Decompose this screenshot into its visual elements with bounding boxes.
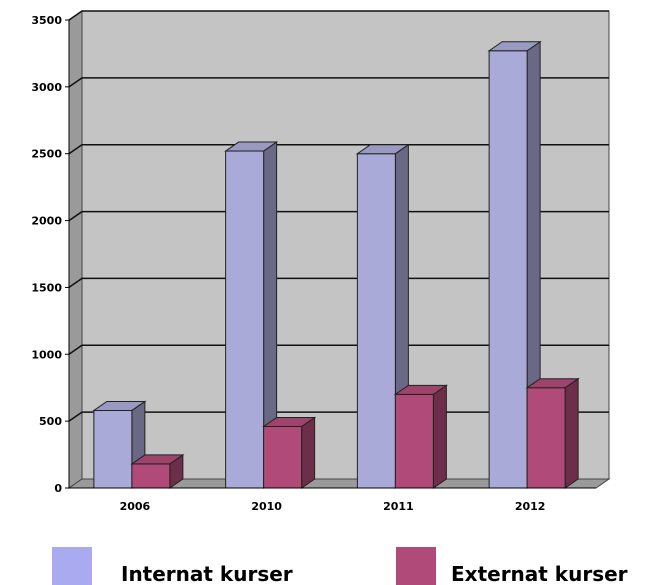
bar-top	[224, 141, 279, 152]
bar-front	[526, 387, 566, 489]
y-tick-label: 3000	[31, 81, 62, 94]
y-tick-label: 3500	[31, 14, 62, 27]
bar	[224, 141, 279, 489]
y-tick-label: 2000	[31, 215, 62, 228]
bar-side	[564, 377, 579, 489]
x-tick-label: 2006	[120, 500, 151, 513]
y-tick-label: 0	[54, 482, 62, 495]
bar-front	[131, 463, 171, 489]
bar-top	[130, 454, 185, 465]
gridline	[68, 344, 609, 355]
bar-front	[356, 153, 396, 489]
bar	[525, 377, 580, 489]
x-tick-label: 2012	[515, 500, 546, 513]
bars	[92, 40, 580, 489]
gridlines	[68, 10, 609, 422]
gridline	[68, 77, 609, 88]
bar-front	[93, 409, 133, 489]
bar	[130, 453, 185, 489]
y-tick-label: 2500	[31, 148, 62, 161]
gridline	[68, 210, 609, 222]
bar-side	[301, 416, 316, 489]
gridline	[68, 277, 609, 289]
bar-top	[92, 400, 147, 411]
x-tick-label: 2011	[383, 500, 414, 513]
legend-label-externat: Externat kurser	[451, 562, 628, 585]
y-axis: 0 500 1000 1500 2000 2500 3000 3500	[31, 14, 70, 495]
bar-front	[488, 50, 528, 489]
legend: Internat kurser Externat kurser	[52, 547, 628, 585]
bar-front	[263, 425, 303, 489]
legend-label-internat: Internat kurser	[121, 562, 293, 585]
bar	[262, 416, 317, 489]
bar-top	[262, 416, 317, 427]
x-tick-label: 2010	[251, 500, 282, 513]
bar-side	[432, 384, 447, 489]
legend-swatch-internat	[52, 547, 92, 585]
x-axis: 2006 2010 2011 2012	[69, 487, 596, 513]
gridline	[68, 10, 609, 21]
bar-top	[525, 378, 580, 389]
bar	[393, 384, 448, 489]
bar-top	[355, 144, 410, 155]
y-tick-label: 500	[39, 415, 62, 428]
bar-top	[393, 384, 448, 395]
bar	[487, 40, 542, 489]
bar-front	[394, 393, 434, 489]
bar-front	[225, 150, 265, 489]
bar-top	[487, 41, 542, 52]
legend-swatch-externat	[396, 547, 436, 585]
gridline	[68, 143, 609, 155]
y-tick-label: 1500	[31, 281, 62, 294]
y-tick-label: 1000	[31, 348, 62, 361]
